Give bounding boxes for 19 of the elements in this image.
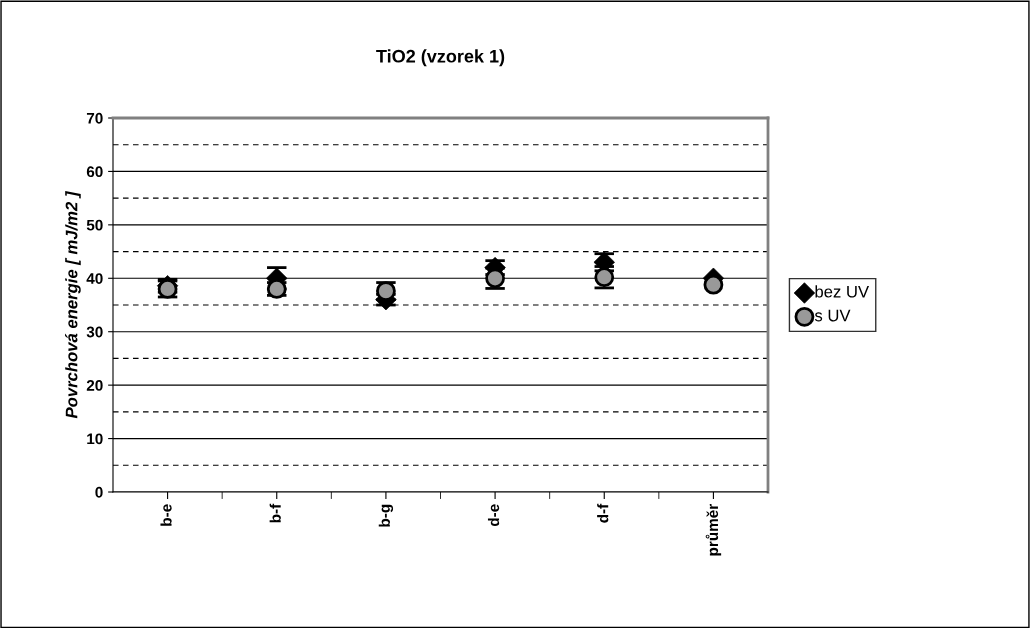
x-tick-label: průměr [705, 504, 722, 556]
x-tick-label: b-g [378, 504, 394, 527]
y-tick-label: 0 [95, 486, 103, 498]
y-tick-label: 10 [87, 433, 103, 445]
y-tick-label: 50 [86, 219, 103, 231]
y-tick-label: 20 [86, 380, 103, 391]
y-tick-label: 40 [86, 273, 103, 284]
y-axis-title: Povrchová energie [ mJ/m2 ] [65, 191, 81, 419]
y-tick-label: 60 [86, 166, 103, 178]
x-tick-label: b-e [160, 504, 172, 526]
legend-label: bez UV [815, 285, 870, 298]
x-tick-label: b-f [269, 503, 281, 523]
x-tick-label: d-f [597, 503, 609, 523]
point [703, 274, 724, 295]
legend-label: s UV [814, 309, 851, 322]
y-tick-label: 70 [86, 112, 103, 124]
x-tick-label: d-e [487, 504, 500, 527]
y-tick-label: 30 [86, 326, 103, 338]
chart-title: TiO2 (vzorek 1) [376, 49, 505, 67]
